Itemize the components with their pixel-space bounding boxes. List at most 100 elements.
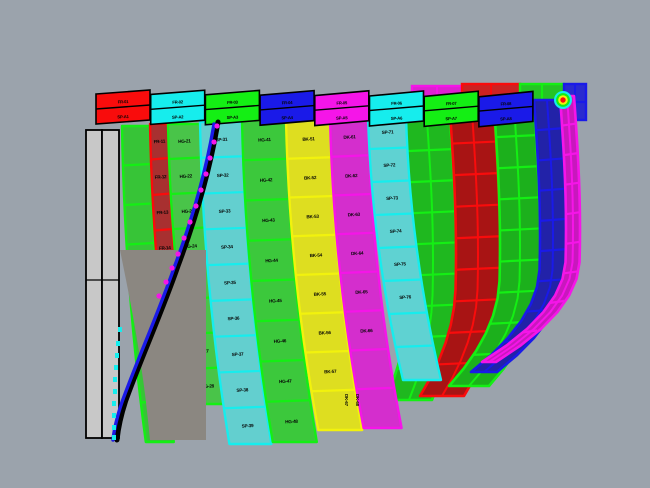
mesh-cell-divider	[260, 358, 305, 363]
mesh-cell-divider	[168, 156, 202, 161]
curve-marker	[211, 139, 217, 145]
gray-occluding-surface	[120, 250, 206, 440]
top-label-box[interactable]: FR-03 SP-A3	[204, 89, 261, 126]
curve-marker	[198, 187, 204, 193]
top-label-box-text: SP-A7	[445, 116, 457, 121]
mesh-cell-label: HG-23	[181, 208, 194, 214]
curve-tail-marker	[115, 353, 119, 358]
mesh-cell-divider	[207, 262, 250, 267]
curve-tail-marker	[113, 377, 117, 382]
mesh-cell-label: BK-51	[302, 136, 315, 142]
mesh-cell-label: DK-64	[351, 250, 364, 256]
labeled-mesh-columns[interactable]: FR-11FR-12FR-13FR-14FR-15FR-16FR-17FR-18…	[120, 114, 443, 446]
mesh-column[interactable]: BK-51 BK-52 BK-53 BK-54 BK-55 BK-56 BK-57	[284, 118, 364, 432]
gray-side-panel[interactable]	[85, 129, 103, 439]
mesh-column[interactable]: DK-61 DK-62 DK-63 DK-64 DK-65 DK-66	[328, 116, 403, 430]
mesh-cell-label: HG-48	[285, 419, 298, 425]
mesh-cell-label: SP-71	[382, 129, 395, 135]
section-curve-overlay[interactable]	[111, 119, 221, 443]
top-label-box-text: FR-03	[227, 100, 239, 105]
mesh-cell-divider	[124, 202, 153, 207]
mesh-cell-divider	[369, 146, 408, 151]
mesh-cell-divider	[245, 197, 290, 202]
mesh-cell-divider	[202, 190, 245, 195]
mesh-cell-label: DK-63	[348, 212, 361, 218]
mesh-cell-divider	[210, 298, 253, 302]
mesh-cell-divider	[350, 347, 389, 352]
top-label-box-divider	[205, 104, 260, 111]
curve-tail-marker	[112, 413, 116, 418]
mesh-cell-label: BK-56	[318, 330, 331, 336]
mesh-cell-divider	[300, 311, 345, 315]
gray-side-panel[interactable]	[101, 129, 120, 439]
top-label-box[interactable]: FR-02 SP-A2	[149, 89, 206, 126]
mesh-cell-label: SP-38	[236, 387, 249, 393]
mesh-cell-label: DK-61	[343, 134, 356, 140]
top-label-box-text: FR-02	[172, 99, 184, 104]
top-label-box[interactable]: FR-01 SP-A1	[95, 89, 151, 125]
mesh-cell-label: SP-39	[242, 423, 255, 429]
mesh-cell-label: SP-76	[399, 294, 412, 300]
mesh-cell-label: HG-43	[262, 217, 275, 223]
mesh-band-col-line	[441, 111, 480, 397]
mesh-cell-label: FR-14	[159, 245, 172, 251]
gray-side-panels[interactable]	[85, 129, 120, 439]
curve-tail-marker	[118, 327, 122, 332]
mesh-cell-label: HG-21	[178, 138, 191, 144]
mesh-cell-label: DK-65	[355, 289, 368, 295]
top-label-box-divider	[478, 105, 533, 112]
mesh-column[interactable]: SP-71 SP-72 SP-73 SP-74 SP-75 SP-76	[366, 114, 443, 382]
mesh-cell-divider	[305, 349, 350, 354]
curve-marker	[193, 203, 199, 209]
mesh-cell-divider	[374, 212, 413, 217]
mesh-cell-divider	[295, 272, 340, 277]
top-label-box-text: SP-A8	[500, 116, 512, 121]
curve-outline	[114, 119, 221, 443]
curve-marker	[214, 123, 220, 129]
top-label-box-text: SP-A2	[172, 114, 184, 119]
mesh-cell-divider	[126, 241, 155, 246]
mesh-cell-label: HG-42	[260, 177, 273, 183]
mesh-cell-divider	[204, 226, 247, 231]
curve-marker	[156, 293, 162, 299]
top-label-box-text: SP-A4	[281, 115, 293, 120]
mesh-cell-divider	[395, 344, 434, 349]
mesh-cell-divider	[289, 194, 334, 199]
vertical-label-group: DK-67 DK-68	[344, 394, 360, 406]
top-label-box-divider	[369, 105, 424, 112]
mesh-band-face[interactable]	[480, 94, 582, 364]
mesh-band-col-line	[468, 105, 522, 387]
mesh-cell-label: BK-55	[314, 291, 327, 297]
top-label-box[interactable]: FR-08 SP-A8	[478, 90, 534, 128]
mesh-cell-label: BK-54	[310, 252, 323, 258]
curve-marker	[169, 265, 175, 271]
top-label-box-divider	[424, 105, 479, 112]
top-label-box[interactable]: FR-05 SP-A5	[313, 89, 370, 127]
top-label-box[interactable]: FR-07 SP-A7	[423, 90, 480, 128]
curve-marker	[187, 219, 193, 225]
top-label-boxes[interactable]: FR-01 SP-A1 FR-02 SP-A2 FR-03 SP-A3 FR-04 SP-A4…	[95, 89, 534, 128]
curve-inner	[111, 122, 216, 442]
curve-marker	[207, 155, 213, 161]
mesh-cell-divider	[389, 311, 428, 316]
mesh-cell-divider	[152, 192, 171, 197]
top-label-box-text: FR-06	[391, 100, 403, 105]
mesh-cell-divider	[383, 278, 422, 283]
mesh-cell-label: HG-46	[274, 338, 287, 344]
mesh-cell-label: HG-28	[201, 383, 214, 389]
top-label-box-text: FR-07	[446, 101, 458, 106]
top-label-box[interactable]: FR-06 SP-A6	[368, 90, 425, 127]
rainbow-corner-marker[interactable]	[554, 91, 572, 109]
top-label-box-divider	[150, 104, 205, 110]
top-label-box[interactable]: FR-04 SP-A4	[259, 89, 315, 127]
rainbow-corner-ring	[560, 97, 566, 103]
mesh-band[interactable]	[480, 94, 582, 364]
mesh-cell-label: SP-35	[224, 280, 237, 286]
mesh-cell-label: SP-73	[386, 195, 399, 201]
mesh-cell-label: SP-32	[217, 173, 230, 179]
top-label-box-text: SP-A1	[117, 114, 129, 119]
mesh-cell-divider	[356, 386, 395, 391]
curve-marker	[203, 171, 209, 177]
